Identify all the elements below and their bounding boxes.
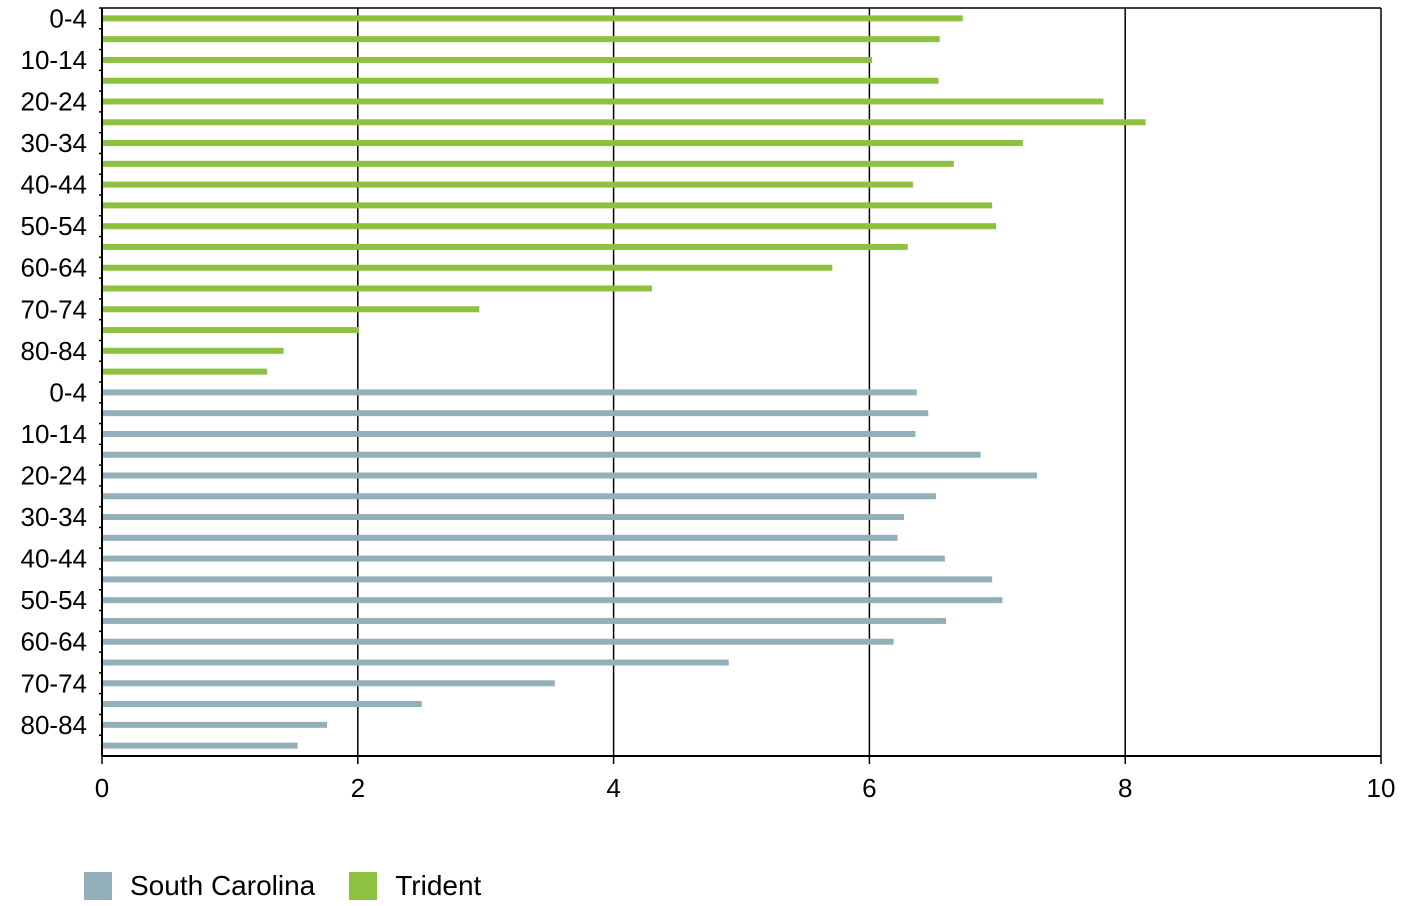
axes: [99, 7, 1382, 764]
y-tick-label-80-84: 80-84: [21, 710, 88, 740]
y-tick-labels: 0-4 10-14 20-24 30-34 40-44 50-54 60-64 70-74 80…: [21, 3, 88, 739]
bar-south-carolina-80-84: [102, 721, 328, 728]
y-tick-label-30-34: 30-34: [21, 128, 88, 158]
x-tick-label-10: 10: [1367, 773, 1396, 803]
bar-trident-20-24: [102, 98, 1104, 105]
bar-south-carolina-40-44: [102, 555, 945, 562]
legend-label-south-carolina: South Carolina: [130, 870, 316, 901]
bar-south-carolina-10-14: [102, 430, 916, 437]
y-tick-label-40-44: 40-44: [21, 170, 88, 200]
legend-item-south-carolina: South Carolina: [84, 870, 315, 902]
x-tick-labels: 0 2 4 6 8 10: [95, 773, 1396, 803]
bar-trident-25-29: [102, 119, 1146, 126]
bar-trident-55-59: [102, 243, 908, 250]
bar-trident-45-49: [102, 202, 993, 209]
y-tick-label-10-14: 10-14: [21, 45, 88, 75]
y-tick-label-50-54: 50-54: [21, 585, 88, 615]
legend-swatch-trident: [349, 872, 378, 900]
grid-lines: [357, 8, 1382, 756]
bar-trident-85+: [102, 368, 267, 375]
legend-swatch-south-carolina: [84, 872, 112, 900]
y-tick-label-60-64: 60-64: [21, 627, 88, 657]
bar-trident-0-4: [102, 15, 963, 22]
y-tick-label-20-24: 20-24: [21, 461, 88, 491]
bar-trident-10-14: [102, 56, 872, 63]
bar-south-carolina-50-54: [102, 597, 1003, 604]
bar-trident-35-39: [102, 160, 954, 167]
bar-south-carolina-55-59: [102, 617, 947, 624]
bar-south-carolina-70-74: [102, 680, 555, 687]
x-tick-label-4: 4: [606, 773, 620, 803]
bar-south-carolina-45-49: [102, 576, 993, 583]
legend-label-trident: Trident: [395, 870, 482, 901]
bar-south-carolina-35-39: [102, 534, 898, 541]
bar-trident-70-74: [102, 306, 480, 313]
x-tick-label-2: 2: [351, 773, 365, 803]
bar-trident-40-44: [102, 181, 913, 188]
y-tick-label-70-74: 70-74: [21, 668, 88, 698]
bar-trident-15-19: [102, 77, 939, 84]
bar-trident-80-84: [102, 347, 284, 354]
bar-south-carolina-75-79: [102, 701, 422, 708]
legend: South Carolina Trident: [84, 866, 515, 906]
y-tick-label-0-4: 0-4: [49, 3, 87, 33]
bar-trident-60-64: [102, 264, 833, 271]
bar-south-carolina-5-9: [102, 410, 929, 417]
bar-trident-30-34: [102, 140, 1023, 147]
bar-trident-65-69: [102, 285, 652, 292]
legend-item-trident: Trident: [349, 870, 481, 902]
bar-trident-50-54: [102, 223, 997, 230]
y-tick-label-20-24: 20-24: [21, 87, 88, 117]
x-tick-label-0: 0: [95, 773, 109, 803]
bar-south-carolina-30-34: [102, 514, 904, 521]
bars: [102, 15, 1146, 749]
bar-south-carolina-65-69: [102, 659, 729, 666]
bar-chart: 0 2 4 6 8 10 0-4 10-14 20-24 30-34 40-44 50-54 60-6…: [21, 3, 1396, 803]
bar-south-carolina-60-64: [102, 638, 894, 645]
y-tick-label-30-34: 30-34: [21, 502, 88, 532]
y-tick-label-70-74: 70-74: [21, 294, 88, 324]
bar-south-carolina-20-24: [102, 472, 1037, 479]
bar-south-carolina-25-29: [102, 493, 936, 500]
y-tick-label-10-14: 10-14: [21, 419, 88, 449]
x-tick-label-6: 6: [862, 773, 876, 803]
x-tick-label-8: 8: [1118, 773, 1132, 803]
bar-trident-5-9: [102, 36, 940, 43]
y-tick-label-0-4: 0-4: [49, 377, 87, 407]
y-tick-label-50-54: 50-54: [21, 211, 88, 241]
y-tick-label-60-64: 60-64: [21, 253, 88, 283]
bar-south-carolina-85+: [102, 742, 298, 749]
bar-trident-75-79: [102, 327, 360, 334]
y-tick-label-80-84: 80-84: [21, 336, 88, 366]
bar-south-carolina-15-19: [102, 451, 981, 458]
bar-south-carolina-0-4: [102, 389, 917, 396]
y-tick-label-40-44: 40-44: [21, 544, 88, 574]
